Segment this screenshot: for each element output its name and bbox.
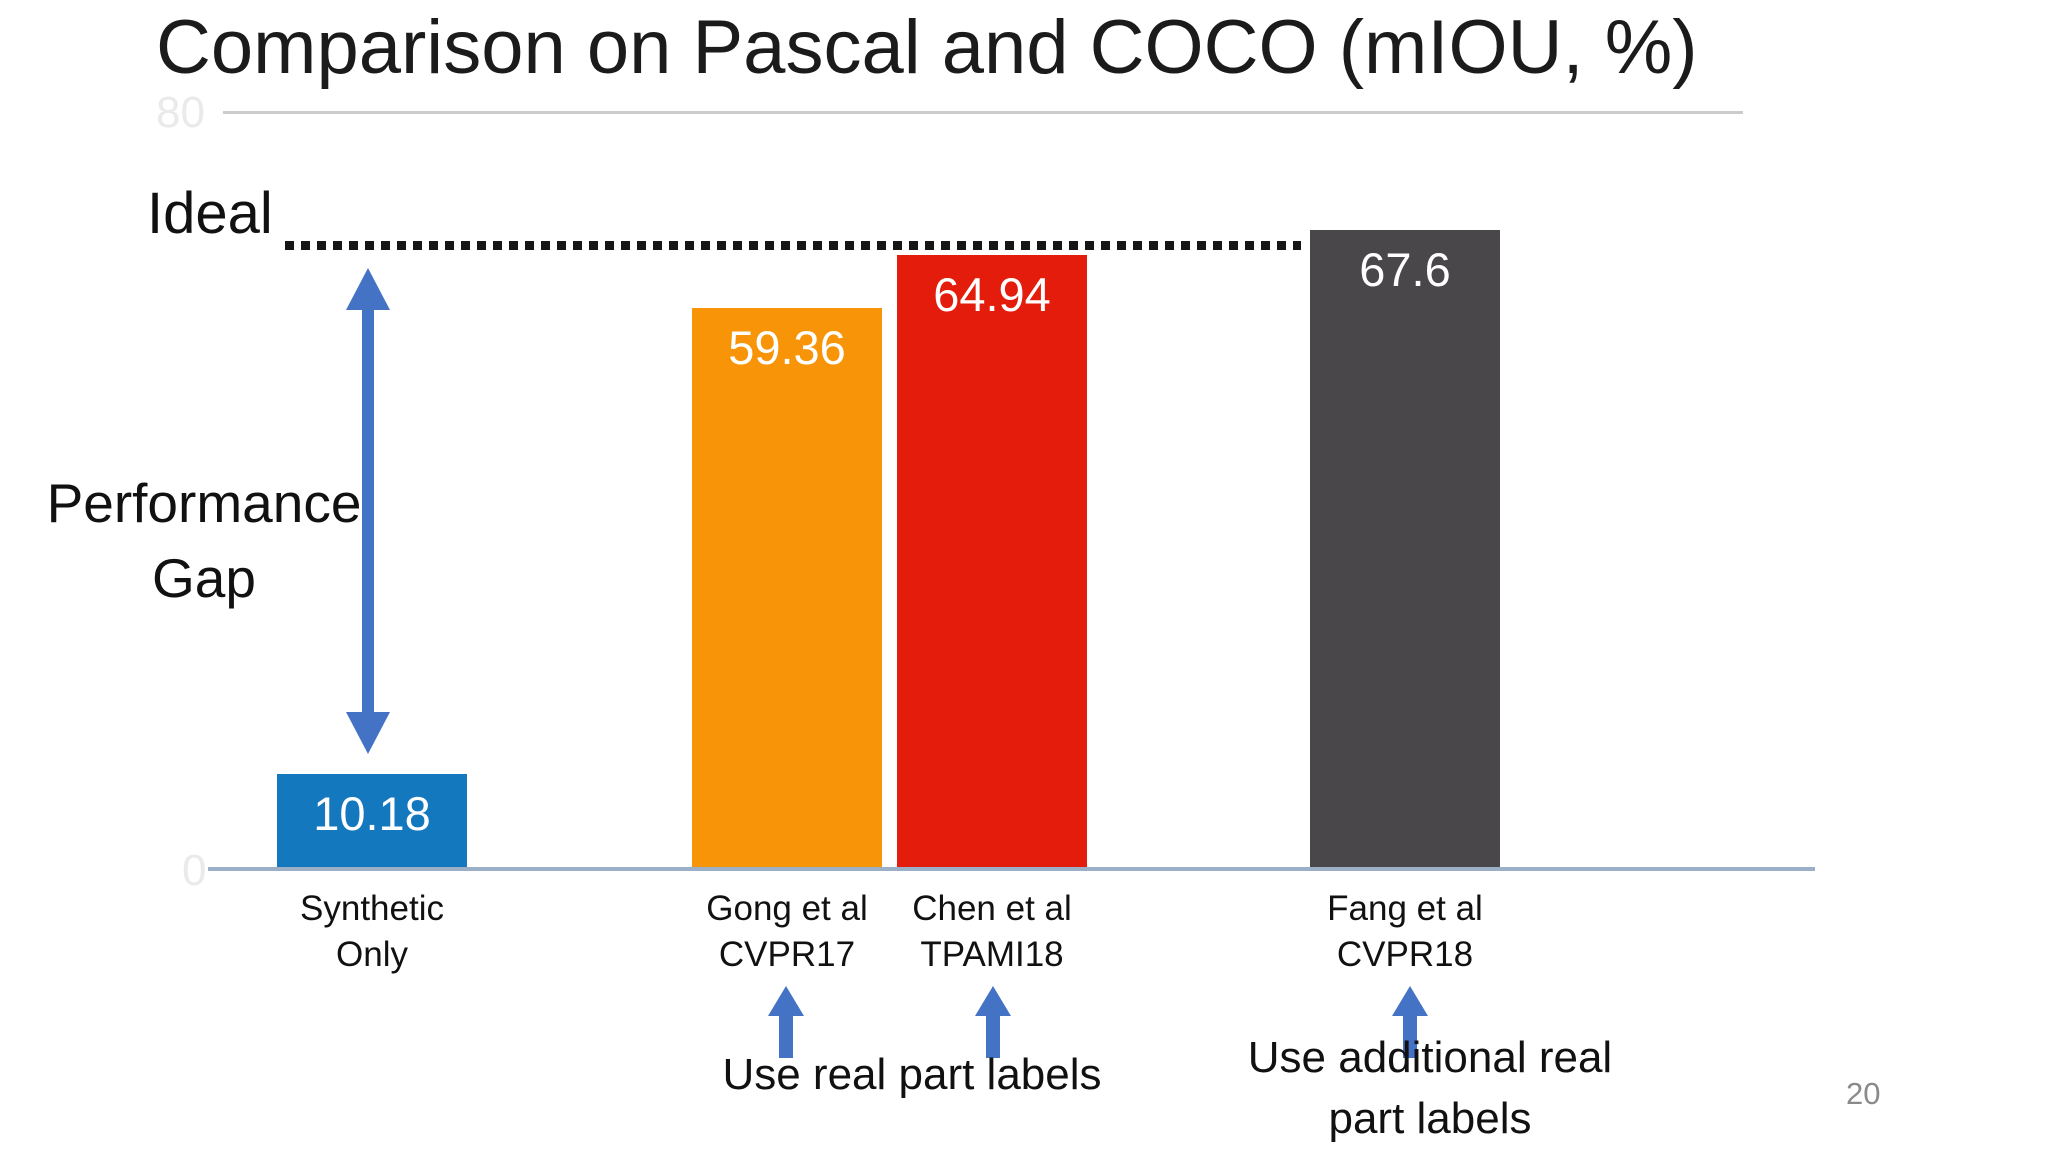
ideal-label: Ideal	[147, 181, 273, 246]
performance-gap-line1: Performance	[46, 472, 362, 534]
performance-gap-line2: Gap	[152, 546, 256, 609]
arrow-shaft	[362, 306, 374, 716]
use-additional-line1: Use additional real	[1247, 1033, 1613, 1082]
bar-fang-cvpr18: 67.6	[1310, 230, 1500, 871]
bar-synthetic-only: 10.18	[277, 774, 467, 871]
category-label-gong-cvpr17: Gong et al CVPR17	[627, 886, 947, 977]
arrow-up-head-icon	[346, 268, 390, 310]
bar-chen-tpami18: 64.94	[897, 255, 1087, 871]
category-label-line: CVPR18	[1336, 934, 1474, 974]
bar-value-label-gong-cvpr17: 59.36	[728, 321, 846, 374]
bar-value-label-fang-cvpr18: 67.6	[1359, 243, 1451, 296]
arrow-shaft	[986, 1014, 1000, 1058]
up-arrow-icon-fang	[1392, 986, 1428, 1060]
category-label-line: Gong et al	[706, 889, 868, 928]
arrow-head	[768, 986, 804, 1016]
use-real-part-labels-annotation: Use real part labels	[722, 1050, 1102, 1099]
up-arrow-icon-chen	[975, 986, 1011, 1060]
ideal-dotted-line	[285, 241, 1301, 250]
x-axis-line	[208, 867, 1815, 871]
category-label-line: TPAMI18	[920, 934, 1064, 974]
arrow-shaft	[1403, 1014, 1417, 1058]
category-label-chen-tpami18: Chen et al TPAMI18	[832, 886, 1152, 977]
bar-value-label-synthetic-only: 10.18	[313, 787, 431, 840]
arrow-down-head-icon	[346, 712, 390, 754]
arrow-head	[975, 986, 1011, 1016]
category-label-synthetic-only: Synthetic Only	[212, 886, 532, 977]
y-axis-tick-0: 0	[182, 846, 207, 895]
slide-title: Comparison on Pascal and COCO (mIOU, %)	[156, 5, 1698, 90]
category-label-line: Only	[336, 934, 408, 974]
bar-gong-cvpr17: 59.36	[692, 308, 882, 871]
page-number: 20	[1846, 1076, 1881, 1111]
up-arrow-icon-gong	[768, 986, 804, 1060]
category-label-line: Fang et al	[1327, 889, 1483, 928]
category-label-line: Chen et al	[912, 889, 1072, 928]
arrow-head	[1392, 986, 1428, 1016]
performance-gap-label: Performance Gap	[18, 466, 390, 616]
use-additional-line2: part labels	[1328, 1093, 1532, 1143]
performance-gap-double-arrow-icon	[346, 268, 390, 754]
use-additional-real-part-labels-annotation: Use additional real part labels	[1130, 1028, 1730, 1149]
top-gridline	[223, 111, 1743, 114]
category-label-line: CVPR17	[718, 934, 856, 974]
bar-value-label-chen-tpami18: 64.94	[933, 268, 1051, 321]
arrow-shaft	[779, 1014, 793, 1058]
category-label-line: Synthetic	[300, 889, 444, 928]
y-axis-tick-80: 80	[156, 88, 205, 137]
category-label-fang-cvpr18: Fang et al CVPR18	[1245, 886, 1565, 977]
